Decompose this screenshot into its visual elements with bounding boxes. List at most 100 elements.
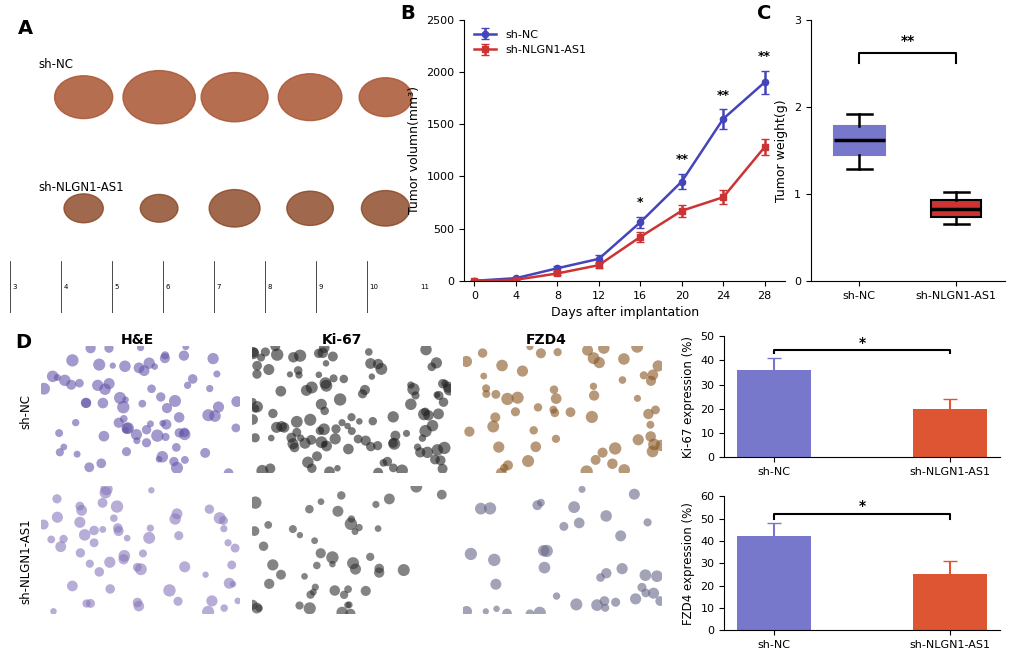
Point: [304, 463, 320, 473]
Point: [472, 503, 488, 514]
Point: [545, 404, 561, 415]
Point: [167, 514, 183, 524]
Point: [531, 607, 547, 618]
Point: [139, 424, 155, 435]
Point: [36, 383, 52, 394]
Point: [408, 481, 424, 492]
Point: [434, 464, 450, 474]
Point: [324, 552, 340, 563]
Point: [246, 347, 262, 358]
Point: [418, 344, 434, 355]
Point: [220, 468, 236, 478]
Point: [184, 374, 201, 384]
Point: [495, 463, 512, 473]
Point: [45, 371, 61, 381]
Text: 8: 8: [267, 284, 271, 291]
Point: [257, 347, 273, 357]
Point: [498, 394, 515, 404]
Point: [132, 342, 149, 353]
Point: [197, 448, 213, 458]
Point: [430, 390, 446, 401]
Point: [440, 382, 457, 392]
Text: **: **: [675, 153, 688, 167]
Point: [555, 521, 572, 532]
Point: [200, 607, 216, 617]
Point: [313, 399, 329, 409]
Point: [477, 606, 493, 616]
Point: [317, 378, 333, 389]
Point: [309, 451, 325, 462]
Point: [474, 348, 490, 358]
Text: *: *: [858, 336, 864, 350]
Point: [255, 541, 271, 551]
Point: [318, 441, 334, 451]
X-axis label: Days after implantation: Days after implantation: [550, 306, 698, 319]
Point: [291, 530, 308, 541]
Point: [157, 432, 173, 442]
Point: [535, 545, 551, 556]
Point: [36, 519, 52, 530]
Point: [147, 361, 163, 372]
Point: [307, 582, 323, 592]
Y-axis label: Ki-67 expression (%): Ki-67 expression (%): [681, 336, 694, 458]
Text: **: **: [716, 89, 729, 102]
Point: [329, 506, 345, 517]
Point: [215, 515, 231, 526]
Point: [261, 579, 277, 589]
Point: [434, 379, 450, 389]
Point: [91, 567, 107, 577]
Point: [245, 414, 261, 424]
Point: [362, 358, 378, 369]
Point: [251, 603, 267, 613]
Point: [561, 407, 578, 417]
Point: [45, 606, 61, 616]
Point: [171, 428, 187, 438]
Point: [72, 548, 89, 558]
Point: [635, 370, 651, 381]
Point: [343, 412, 360, 422]
Point: [43, 534, 59, 545]
Point: [461, 426, 477, 437]
Point: [52, 447, 68, 458]
Point: [136, 366, 152, 376]
Point: [110, 417, 126, 428]
Point: [73, 505, 90, 516]
Text: Ki-67: Ki-67: [321, 333, 362, 347]
Point: [316, 424, 332, 434]
Point: [362, 552, 378, 562]
Point: [247, 404, 263, 414]
Point: [221, 578, 237, 588]
Point: [144, 383, 160, 394]
Circle shape: [55, 76, 112, 119]
Point: [571, 518, 587, 528]
Point: [139, 438, 155, 448]
Point: [416, 409, 432, 419]
Point: [211, 513, 227, 523]
Point: [151, 454, 167, 464]
Y-axis label: Tumor volumn(mm³): Tumor volumn(mm³): [408, 86, 420, 214]
Point: [161, 585, 177, 596]
Point: [301, 504, 317, 515]
Circle shape: [123, 71, 195, 124]
Point: [149, 430, 165, 441]
Point: [97, 384, 113, 394]
Point: [627, 594, 643, 604]
Point: [291, 351, 308, 361]
Point: [95, 398, 111, 408]
Point: [371, 564, 387, 574]
Bar: [736, 537, 810, 630]
Point: [424, 421, 440, 431]
Point: [384, 438, 400, 448]
Point: [335, 590, 352, 600]
Point: [375, 458, 391, 468]
Point: [371, 567, 387, 578]
Point: [176, 562, 193, 572]
Point: [423, 362, 439, 372]
Point: [116, 550, 132, 561]
Point: [612, 531, 629, 541]
Point: [351, 522, 367, 533]
Point: [529, 500, 545, 511]
Point: [69, 449, 86, 460]
Point: [245, 396, 261, 407]
Point: [49, 512, 65, 522]
